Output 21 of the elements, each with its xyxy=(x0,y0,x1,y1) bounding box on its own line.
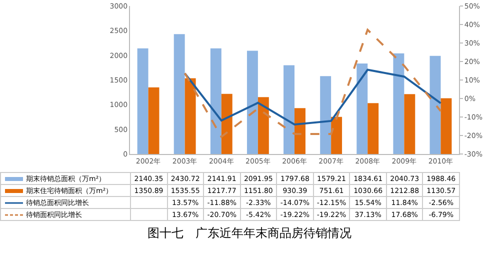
bar xyxy=(320,76,332,154)
bar xyxy=(331,116,342,154)
bar xyxy=(137,48,148,154)
line-series xyxy=(184,28,442,138)
bar xyxy=(404,94,416,154)
bar xyxy=(356,63,368,154)
bar xyxy=(393,53,404,154)
bar xyxy=(294,108,306,154)
bar xyxy=(258,97,269,154)
bar xyxy=(221,94,232,154)
bar xyxy=(430,56,441,154)
bar xyxy=(368,103,379,154)
bar xyxy=(284,65,294,154)
bar xyxy=(246,50,258,154)
bar xyxy=(174,34,185,154)
bar xyxy=(440,98,452,154)
bar xyxy=(148,87,160,154)
text: 图十七 广东近年年末商品房待销情况 xyxy=(146,225,352,242)
bar xyxy=(210,48,222,154)
line-series xyxy=(184,68,442,126)
bar xyxy=(184,78,196,154)
